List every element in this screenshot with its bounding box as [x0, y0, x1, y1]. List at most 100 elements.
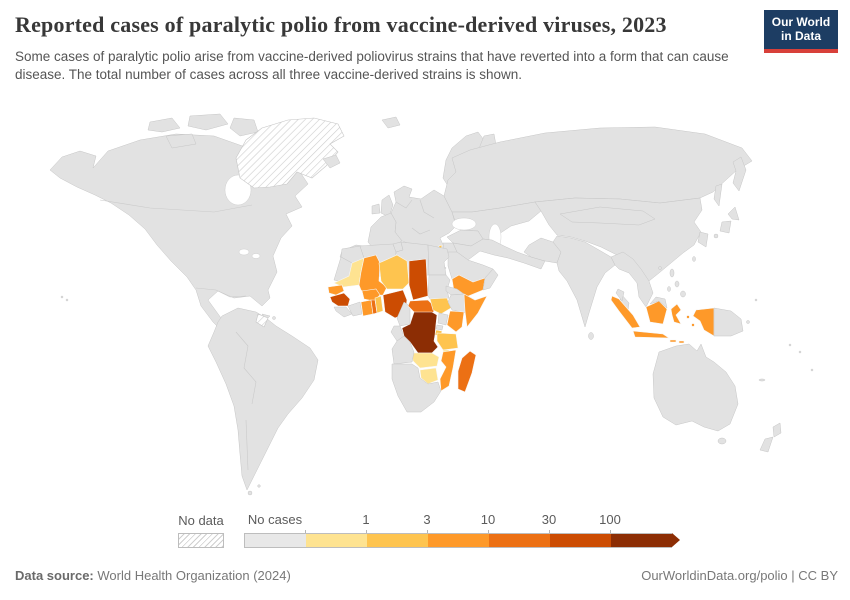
country-madagascar[interactable]	[457, 350, 477, 393]
japan[interactable]	[713, 233, 719, 239]
malaysia-peninsula[interactable]	[615, 288, 625, 302]
legend-segment-no-cases[interactable]	[244, 533, 306, 548]
sakhalin[interactable]	[713, 183, 723, 207]
pacific-island[interactable]	[788, 343, 792, 347]
india[interactable]	[552, 235, 616, 328]
country-greenland[interactable]	[235, 117, 345, 189]
legend-segment-3-10[interactable]	[428, 533, 489, 548]
uganda[interactable]	[437, 312, 449, 326]
legend-segment-1-3[interactable]	[367, 533, 428, 548]
page-title: Reported cases of paralytic polio from v…	[15, 12, 667, 37]
country-zimbabwe[interactable]	[419, 367, 439, 385]
tasmania[interactable]	[717, 437, 727, 445]
legend-segment-10-30[interactable]	[489, 533, 550, 548]
hudson-bay	[224, 174, 252, 206]
rwanda[interactable]	[435, 324, 444, 331]
oman[interactable]	[482, 268, 499, 291]
country-kenya[interactable]	[446, 310, 465, 333]
country-indonesia-lesser-sunda[interactable]	[678, 340, 685, 344]
logo-line1: Our World	[771, 15, 831, 29]
legend-no-data[interactable]: No data	[178, 512, 224, 548]
world-map[interactable]	[0, 105, 850, 507]
southern-africa[interactable]	[391, 363, 442, 413]
tierra-del-fuego[interactable]	[247, 490, 253, 496]
new-zealand-north[interactable]	[772, 422, 782, 438]
country-indonesia-west-papua[interactable]	[692, 307, 715, 337]
country-mozambique[interactable]	[439, 349, 457, 392]
australia[interactable]	[652, 343, 739, 432]
sa-borders	[235, 331, 257, 405]
united-kingdom[interactable]	[380, 194, 394, 218]
mongolia[interactable]	[559, 206, 656, 226]
korea[interactable]	[697, 231, 709, 248]
legend-segment-30-100[interactable]	[550, 533, 611, 548]
cameroon[interactable]	[396, 301, 411, 327]
country-guinea[interactable]	[329, 292, 351, 307]
country-somalia[interactable]	[463, 293, 488, 328]
country-south-sudan[interactable]	[429, 297, 452, 315]
legend-tick-mark	[305, 530, 306, 533]
arctic-islands[interactable]	[147, 117, 181, 133]
angola[interactable]	[391, 335, 415, 365]
new-caledonia[interactable]	[758, 378, 766, 382]
country-tanzania[interactable]	[436, 332, 459, 351]
ivory-coast[interactable]	[347, 301, 363, 317]
country-french-guiana[interactable]	[255, 313, 269, 328]
philippines[interactable]	[667, 286, 671, 292]
svalbard[interactable]	[381, 116, 401, 129]
pacific-island[interactable]	[798, 350, 802, 354]
hainan[interactable]	[658, 266, 662, 270]
hawaii[interactable]	[65, 298, 69, 302]
taiwan[interactable]	[692, 256, 696, 262]
arctic-islands[interactable]	[229, 117, 259, 137]
canada-us-border	[99, 199, 253, 213]
malaysia-borneo[interactable]	[649, 296, 668, 309]
sierra-leone-liberia[interactable]	[333, 306, 353, 318]
data-source-label: Data source:	[15, 568, 94, 583]
country-indonesia-sulawesi[interactable]	[670, 303, 682, 325]
papua-new-guinea[interactable]	[713, 307, 744, 337]
country-indonesia-moluccas[interactable]	[691, 323, 695, 327]
legend-color-bar[interactable]	[244, 533, 694, 548]
country-benin[interactable]	[374, 295, 384, 314]
no-data-label: No data	[178, 513, 224, 528]
country-senegal[interactable]	[327, 284, 345, 296]
country-zambia[interactable]	[411, 352, 440, 369]
legend-tick-mark	[610, 530, 611, 533]
country-indonesia-lesser-sunda[interactable]	[669, 339, 677, 343]
japan[interactable]	[727, 206, 740, 221]
country-indonesia-sumatra[interactable]	[610, 295, 641, 329]
country-chad[interactable]	[408, 258, 429, 301]
legend-segment-0-1[interactable]	[306, 533, 367, 548]
country-indonesia-kalimantan[interactable]	[645, 300, 668, 325]
landmass-south-america[interactable]	[207, 307, 319, 491]
philippines[interactable]	[669, 268, 675, 278]
ireland[interactable]	[371, 203, 381, 215]
hawaii[interactable]	[60, 295, 64, 299]
country-indonesia-moluccas[interactable]	[686, 315, 690, 319]
legend-segment-100+[interactable]	[611, 533, 672, 548]
sudan[interactable]	[427, 274, 451, 304]
arctic-islands[interactable]	[165, 133, 197, 149]
new-britain[interactable]	[746, 320, 750, 324]
iran-iraq[interactable]	[452, 238, 546, 270]
philippines[interactable]	[680, 290, 686, 298]
arctic-islands[interactable]	[187, 113, 229, 131]
country-drc[interactable]	[401, 311, 439, 354]
chart-subtitle: Some cases of paralytic polio arise from…	[15, 49, 729, 82]
pacific-island[interactable]	[754, 298, 758, 302]
pacific-island[interactable]	[810, 368, 814, 372]
philippines[interactable]	[674, 280, 680, 288]
kamchatka[interactable]	[732, 156, 747, 192]
sri-lanka[interactable]	[588, 332, 594, 340]
iceland[interactable]	[322, 154, 341, 169]
no-data-swatch[interactable]	[178, 533, 224, 548]
puerto-rico[interactable]	[272, 316, 276, 320]
japan[interactable]	[719, 220, 732, 234]
country-indonesia-java[interactable]	[632, 330, 671, 339]
falkland-islands[interactable]	[257, 484, 261, 488]
new-zealand-south[interactable]	[759, 436, 774, 453]
attribution[interactable]: OurWorldinData.org/polio | CC BY	[641, 568, 838, 583]
country-niger[interactable]	[378, 254, 410, 290]
egypt[interactable]	[427, 244, 450, 276]
